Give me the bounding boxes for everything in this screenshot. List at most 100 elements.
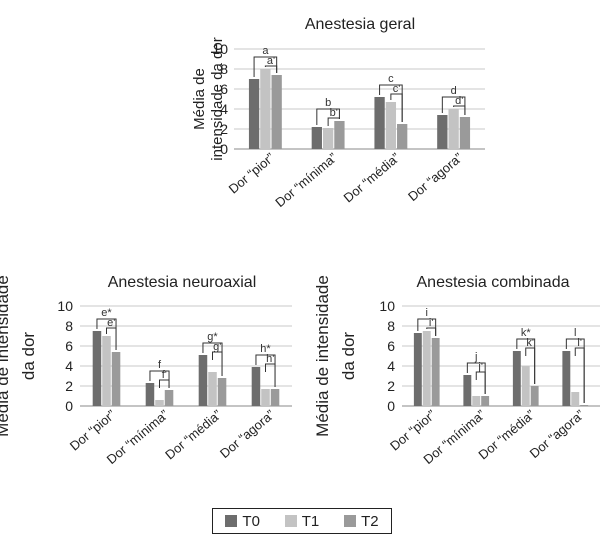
x-tick-label: Dor “agora” [405, 150, 466, 204]
legend-item-t0: T0 [225, 513, 260, 530]
bar-t2 [459, 117, 471, 149]
significance-label: j' [477, 361, 483, 373]
significance-label: c' [393, 83, 401, 95]
bar-t1 [472, 396, 481, 406]
y-tick-label: 6 [220, 81, 228, 97]
bar-t2 [431, 338, 440, 406]
bar-t2 [217, 378, 227, 406]
chart-3: Anestesia combinada 0 2 4 6 8 10 Média de inten… [313, 274, 600, 467]
significance-bracket [574, 347, 585, 403]
bar-t1 [208, 372, 217, 406]
bar-t1 [261, 389, 270, 406]
x-tick-label: Dor “agora” [527, 407, 588, 461]
y-axis-label: da dor [19, 332, 38, 381]
y-axis-label: da dor [339, 332, 358, 381]
significance-label: c [388, 73, 394, 85]
significance-label: f [158, 359, 162, 371]
y-tick-label: 4 [220, 101, 228, 117]
significance-label: e* [101, 307, 112, 319]
legend-swatch-t0 [225, 515, 238, 527]
bar-t0 [145, 383, 155, 406]
y-tick-label: 0 [220, 141, 228, 157]
y-tick-label: 2 [387, 378, 395, 394]
significance-label: k' [526, 337, 534, 349]
x-tick-label: Dor “agora” [217, 407, 278, 461]
legend-label-t1: T1 [301, 512, 320, 530]
bar-t0 [437, 115, 448, 149]
legend-label-t2: T2 [361, 512, 379, 530]
bar-t1 [521, 366, 530, 406]
bar-t1 [422, 331, 431, 406]
legend-label-t0: T0 [242, 512, 260, 530]
bar-t2 [397, 124, 408, 149]
significance-bracket [426, 327, 437, 336]
legend: T0 T1 T2 [212, 508, 392, 534]
significance-bracket [212, 351, 223, 376]
bar-t0 [512, 351, 521, 406]
bar-t0 [92, 331, 102, 406]
significance-label: i' [429, 317, 434, 329]
chart-title: Anestesia combinada [417, 274, 570, 291]
significance-label: d' [455, 95, 463, 107]
chart-title: Anestesia neuroaxial [108, 274, 257, 291]
significance-bracket [106, 327, 117, 350]
significance-label: h' [266, 353, 274, 365]
significance-label: e' [107, 317, 115, 329]
y-tick-label: 2 [220, 121, 228, 137]
y-axis-label: intensidade da dor [209, 37, 226, 160]
legend-swatch-t1 [284, 515, 297, 527]
significance-label: f' [162, 369, 167, 381]
bar-t0 [413, 333, 422, 406]
y-tick-label: 0 [387, 398, 395, 414]
bar-t0 [198, 355, 208, 406]
bar-t1 [322, 128, 334, 149]
y-tick-label: 10 [379, 298, 395, 314]
y-tick-label: 10 [212, 41, 228, 57]
bar-t1 [385, 102, 397, 149]
chart-title: Anestesia geral [305, 16, 415, 33]
significance-bracket [316, 108, 340, 125]
significance-bracket [327, 117, 340, 126]
y-axis-label: Média de intensidade [0, 275, 12, 437]
bar-t1 [102, 336, 111, 406]
significance-bracket [265, 363, 276, 387]
y-tick-label: 8 [387, 318, 395, 334]
x-tick-label: Dor “pior” [67, 407, 119, 454]
significance-label: j [474, 351, 477, 363]
chart-2: Anestesia neuroaxial 0 2 4 6 8 10 Média de inte… [0, 274, 292, 467]
significance-label: a' [267, 55, 275, 67]
bar-t1 [571, 392, 580, 406]
x-tick-label: Dor “média” [341, 150, 403, 206]
y-tick-label: 8 [220, 61, 228, 77]
y-tick-label: 6 [387, 338, 395, 354]
legend-item-t2: T2 [344, 513, 379, 530]
significance-label: h* [260, 343, 271, 355]
significance-label: l' [577, 337, 582, 349]
significance-bracket [253, 56, 278, 77]
x-tick-label: Dor “mínima” [272, 150, 340, 210]
y-tick-label: 0 [65, 398, 73, 414]
y-axis-label: Média de intensidade [313, 275, 332, 437]
legend-swatch-t2 [344, 515, 357, 527]
bar-t2 [111, 352, 121, 406]
y-tick-label: 2 [65, 378, 73, 394]
bar-t2 [271, 75, 282, 149]
bar-t0 [374, 97, 385, 149]
significance-label: i [426, 307, 428, 319]
significance-label: a [262, 45, 269, 57]
bar-t0 [311, 127, 322, 149]
significance-label: b' [330, 107, 338, 119]
bar-t2 [580, 405, 589, 406]
y-tick-label: 4 [65, 358, 73, 374]
legend-item-t1: T1 [284, 512, 320, 530]
bar-t0 [562, 351, 571, 406]
significance-label: l [574, 327, 576, 339]
y-tick-label: 6 [65, 338, 73, 354]
significance-label: k* [521, 327, 532, 339]
significance-label: g' [213, 341, 221, 353]
significance-bracket [264, 65, 278, 73]
bar-t2 [481, 396, 490, 406]
x-tick-label: Dor “média” [162, 407, 224, 463]
